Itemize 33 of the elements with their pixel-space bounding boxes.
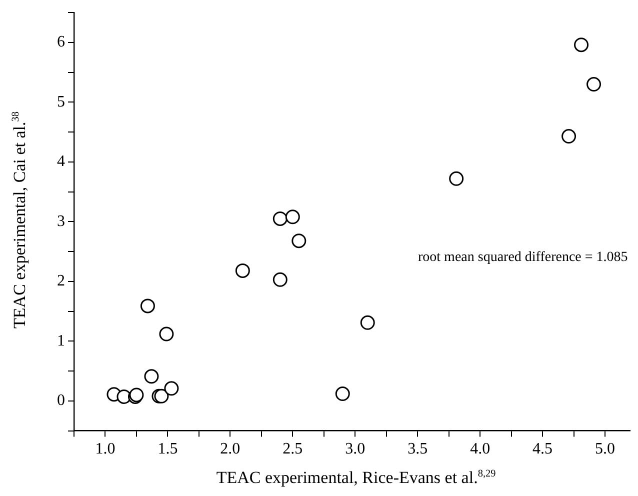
- y-tick-label: 6: [57, 34, 65, 51]
- point: [159, 326, 174, 342]
- y-tick-label: 1: [57, 332, 65, 350]
- point: [562, 129, 576, 144]
- point: [285, 210, 300, 224]
- annotation: root mean squared difference = 1.085: [418, 250, 628, 266]
- y-tick-label: 0: [57, 392, 65, 410]
- x-axis-title: TEAC experimental, Rice-Evans et al.$^{8,29}$: [215, 468, 497, 488]
- point: [144, 369, 159, 384]
- point: [272, 272, 288, 287]
- point: [164, 381, 179, 396]
- point: [335, 386, 350, 402]
- point: [235, 263, 250, 278]
- x-tick-label: 2.5: [282, 440, 303, 458]
- y-tick-label: 2: [57, 272, 65, 290]
- point: [360, 315, 375, 330]
- point: [140, 298, 155, 314]
- point: [292, 234, 306, 248]
- x-tick-label: 4.5: [532, 440, 553, 458]
- x-tick-label: 1.0: [95, 440, 116, 458]
- point: [272, 211, 288, 226]
- x-tick-label: 1.5: [158, 440, 178, 458]
- y-tick-label: 3: [57, 212, 65, 230]
- x-tick-label: 2.0: [220, 440, 240, 458]
- point: [574, 38, 589, 52]
- y-tick-label: 5: [57, 93, 65, 110]
- x-tick-label: 4.0: [470, 440, 490, 458]
- y-tick-label: 4: [57, 153, 65, 170]
- x-tick-label: 5.0: [595, 440, 616, 458]
- x-tick-label: 3.5: [408, 440, 428, 458]
- point: [586, 77, 602, 92]
- point: [449, 171, 464, 186]
- x-tick-label: 3.0: [345, 440, 366, 458]
